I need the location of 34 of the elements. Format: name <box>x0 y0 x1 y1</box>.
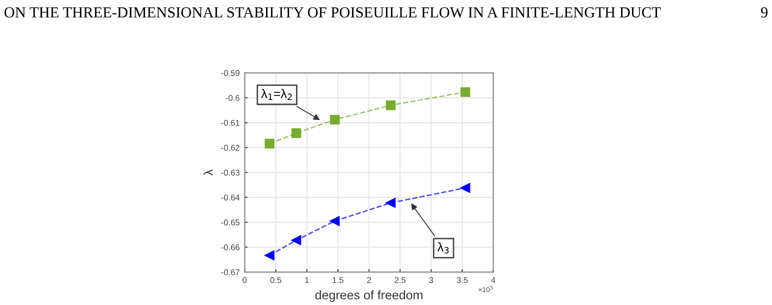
y-tick-label: -0.6 <box>226 94 240 101</box>
x-tick-label: 0 <box>242 277 247 284</box>
x-tick-label: 1.5 <box>332 277 344 284</box>
y-tick-label: -0.63 <box>221 170 240 176</box>
point <box>386 100 396 110</box>
x-tick-label: 2.5 <box>394 277 406 284</box>
point <box>330 114 340 125</box>
x-tick-label: 1 <box>305 277 309 283</box>
y-tick-label: -0.67 <box>221 269 240 276</box>
x-axis-title: degrees of freedom <box>315 290 422 302</box>
y-tick-label: -0.64 <box>221 194 240 200</box>
y-tick-label: -0.66 <box>221 244 240 250</box>
point <box>386 198 396 208</box>
x-tick-label: 0.5 <box>270 277 282 284</box>
point <box>460 183 470 193</box>
x-tick-label: 2 <box>367 277 371 283</box>
chart-title: ON THE THREE-DIMENSIONAL STABILITY OF POISEUILLE FLOW IN A FINITE-LENGTH DUCT <box>4 7 661 18</box>
y-axis-title: λ <box>204 169 213 176</box>
point <box>264 250 274 260</box>
point <box>291 128 302 138</box>
x-tick-label: 4 <box>491 277 496 283</box>
x-tick-label: 3 <box>429 277 434 284</box>
text: 9 <box>760 7 768 18</box>
point <box>264 138 274 148</box>
point <box>460 87 470 97</box>
y-tick-label: -0.62 <box>221 144 240 151</box>
y-tick-label: -0.59 <box>221 70 240 76</box>
point <box>291 235 302 246</box>
annotation: λ$_{3}$ <box>437 242 449 254</box>
y-tick-label: -0.65 <box>221 219 240 226</box>
point <box>330 216 340 226</box>
annotation: λ$_{1}$=λ$_{2}$ <box>261 88 292 100</box>
y-tick-label: -0.61 <box>221 120 240 126</box>
x-tick-label: 3.5 <box>456 277 468 284</box>
